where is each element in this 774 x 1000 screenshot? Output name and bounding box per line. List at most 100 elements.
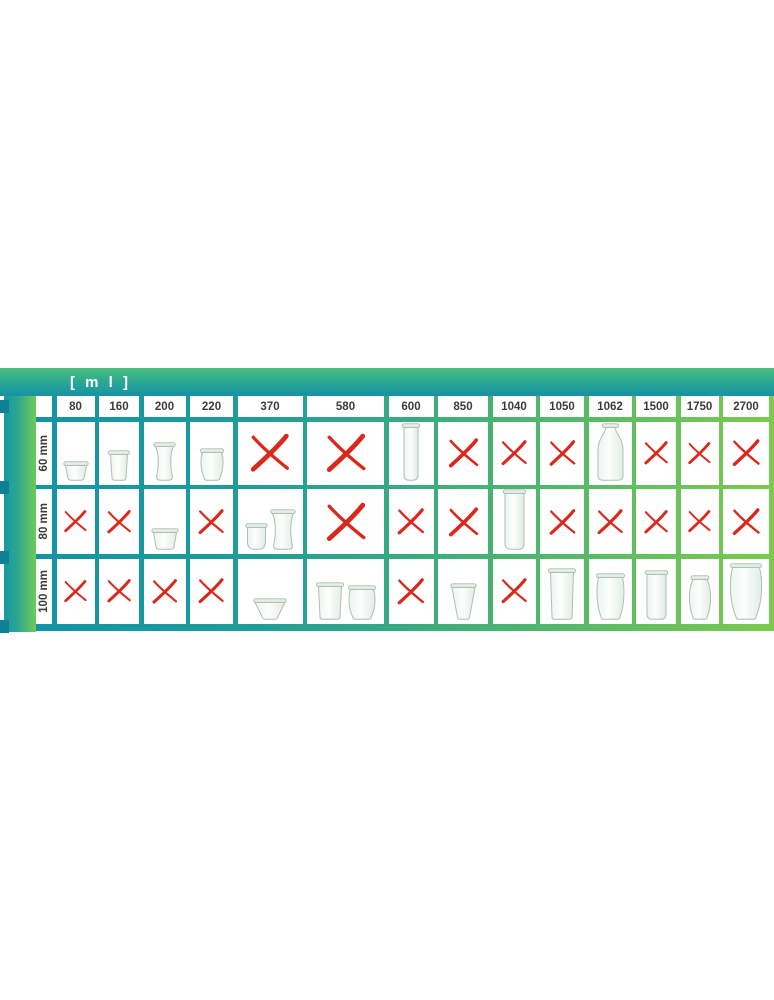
jar-tulip-round-image — [595, 572, 625, 620]
jar-hourglass-image — [269, 509, 296, 550]
cell-60mm-1500 — [636, 421, 676, 485]
column-header-600: 600 — [388, 396, 434, 417]
x-mark-icon — [501, 578, 527, 604]
x-mark-icon — [64, 579, 87, 603]
column-header-160: 160 — [99, 396, 139, 417]
x-mark-icon — [448, 438, 478, 468]
cell-60mm-200 — [143, 421, 186, 485]
cell-60mm-220 — [190, 421, 233, 485]
cell-100mm-370 — [237, 558, 303, 624]
x-mark-icon — [688, 441, 711, 465]
jar-mold-squat-image — [150, 528, 179, 550]
x-mark-icon — [198, 508, 225, 535]
cell-60mm-1062 — [588, 421, 632, 485]
x-mark-icon — [198, 578, 225, 604]
cell-100mm-1050 — [540, 558, 584, 624]
jar-tulip-large-image — [729, 562, 763, 620]
column-header-1040: 1040 — [492, 396, 536, 417]
cell-100mm-1062 — [588, 558, 632, 624]
cell-60mm-370 — [237, 421, 303, 485]
row-header-60-mm: 60 mm — [36, 421, 52, 485]
cell-80mm-2700 — [723, 489, 769, 554]
x-mark-icon — [448, 506, 478, 537]
cell-80mm-370 — [237, 489, 303, 554]
cell-80mm-1062 — [588, 489, 632, 554]
jar-cylinder-med-image — [644, 569, 668, 620]
cell-100mm-2700 — [723, 558, 769, 624]
cell-80mm-1050 — [540, 489, 584, 554]
x-mark-icon — [501, 440, 527, 466]
column-header-1500: 1500 — [636, 396, 676, 417]
jar-tulip-small-image — [199, 447, 224, 481]
x-mark-icon — [732, 508, 760, 535]
cell-80mm-80 — [56, 489, 95, 554]
column-header-1062: 1062 — [588, 396, 632, 417]
jar-cylinder-tall-image — [502, 489, 526, 550]
cell-100mm-160 — [99, 558, 139, 624]
cell-60mm-2700 — [723, 421, 769, 485]
left-tab-notch — [0, 620, 9, 633]
x-mark-icon — [107, 579, 131, 603]
column-header-220: 220 — [190, 396, 233, 417]
cell-80mm-600 — [388, 489, 434, 554]
cell-100mm-80 — [56, 558, 95, 624]
cell-100mm-220 — [190, 558, 233, 624]
cell-80mm-200 — [143, 489, 186, 554]
column-header-580: 580 — [307, 396, 384, 417]
x-mark-icon — [644, 441, 668, 465]
jar-cup-taper-image — [449, 582, 477, 620]
column-header-850: 850 — [438, 396, 488, 417]
cell-80mm-1500 — [636, 489, 676, 554]
cell-60mm-580 — [307, 421, 384, 485]
column-header-2700: 2700 — [723, 396, 769, 417]
x-mark-icon — [326, 502, 365, 541]
cell-60mm-1750 — [680, 421, 719, 485]
x-mark-icon — [251, 434, 290, 472]
row-header-label: 100 mm — [38, 569, 50, 613]
jar-tulip-neck-image — [688, 574, 711, 620]
row-header-100-mm: 100 mm — [36, 558, 52, 624]
row-header-label: 60 mm — [38, 434, 50, 472]
x-mark-icon — [397, 508, 425, 535]
x-mark-icon — [152, 578, 177, 604]
jar-cylinder-tall-image — [401, 422, 421, 481]
x-mark-icon — [644, 509, 668, 534]
jar-mold-tall-image — [548, 567, 576, 620]
cell-100mm-1040 — [492, 558, 536, 624]
cell-100mm-600 — [388, 558, 434, 624]
cell-60mm-80 — [56, 421, 95, 485]
x-mark-icon — [397, 577, 425, 605]
row-header-80-mm: 80 mm — [36, 489, 52, 554]
x-mark-icon — [549, 508, 576, 535]
jar-bowl-low-image — [253, 597, 287, 620]
jar-bottle-image — [597, 422, 623, 481]
column-header-1050: 1050 — [540, 396, 584, 417]
cell-80mm-1750 — [680, 489, 719, 554]
left-tab-notch — [0, 481, 9, 494]
cell-80mm-220 — [190, 489, 233, 554]
x-mark-icon — [597, 508, 623, 535]
cell-100mm-200 — [143, 558, 186, 624]
cell-60mm-1040 — [492, 421, 536, 485]
jar-tulip-round-image — [347, 584, 376, 620]
cell-100mm-580 — [307, 558, 384, 624]
x-mark-icon — [64, 510, 87, 533]
column-header-80: 80 — [56, 396, 95, 417]
cell-80mm-160 — [99, 489, 139, 554]
x-mark-icon — [688, 510, 711, 533]
x-mark-icon — [107, 509, 131, 534]
column-header-370: 370 — [237, 396, 303, 417]
compatibility-table: 80 160 200 220 370 580 600 850 1040 1050 1062 1500 1… — [36, 396, 774, 631]
jar-mold-squat-image — [62, 460, 89, 481]
cell-60mm-600 — [388, 421, 434, 485]
row-header-label: 80 mm — [38, 503, 50, 540]
left-tab-notch — [0, 551, 9, 564]
column-header-200: 200 — [143, 396, 186, 417]
volume-unit-label: [ m l ] — [70, 373, 131, 391]
cell-100mm-850 — [438, 558, 488, 624]
cell-100mm-1750 — [680, 558, 719, 624]
corner-cell — [36, 396, 52, 417]
jar-mold-tall-image — [315, 581, 344, 620]
jar-mold-small-image — [108, 449, 130, 481]
